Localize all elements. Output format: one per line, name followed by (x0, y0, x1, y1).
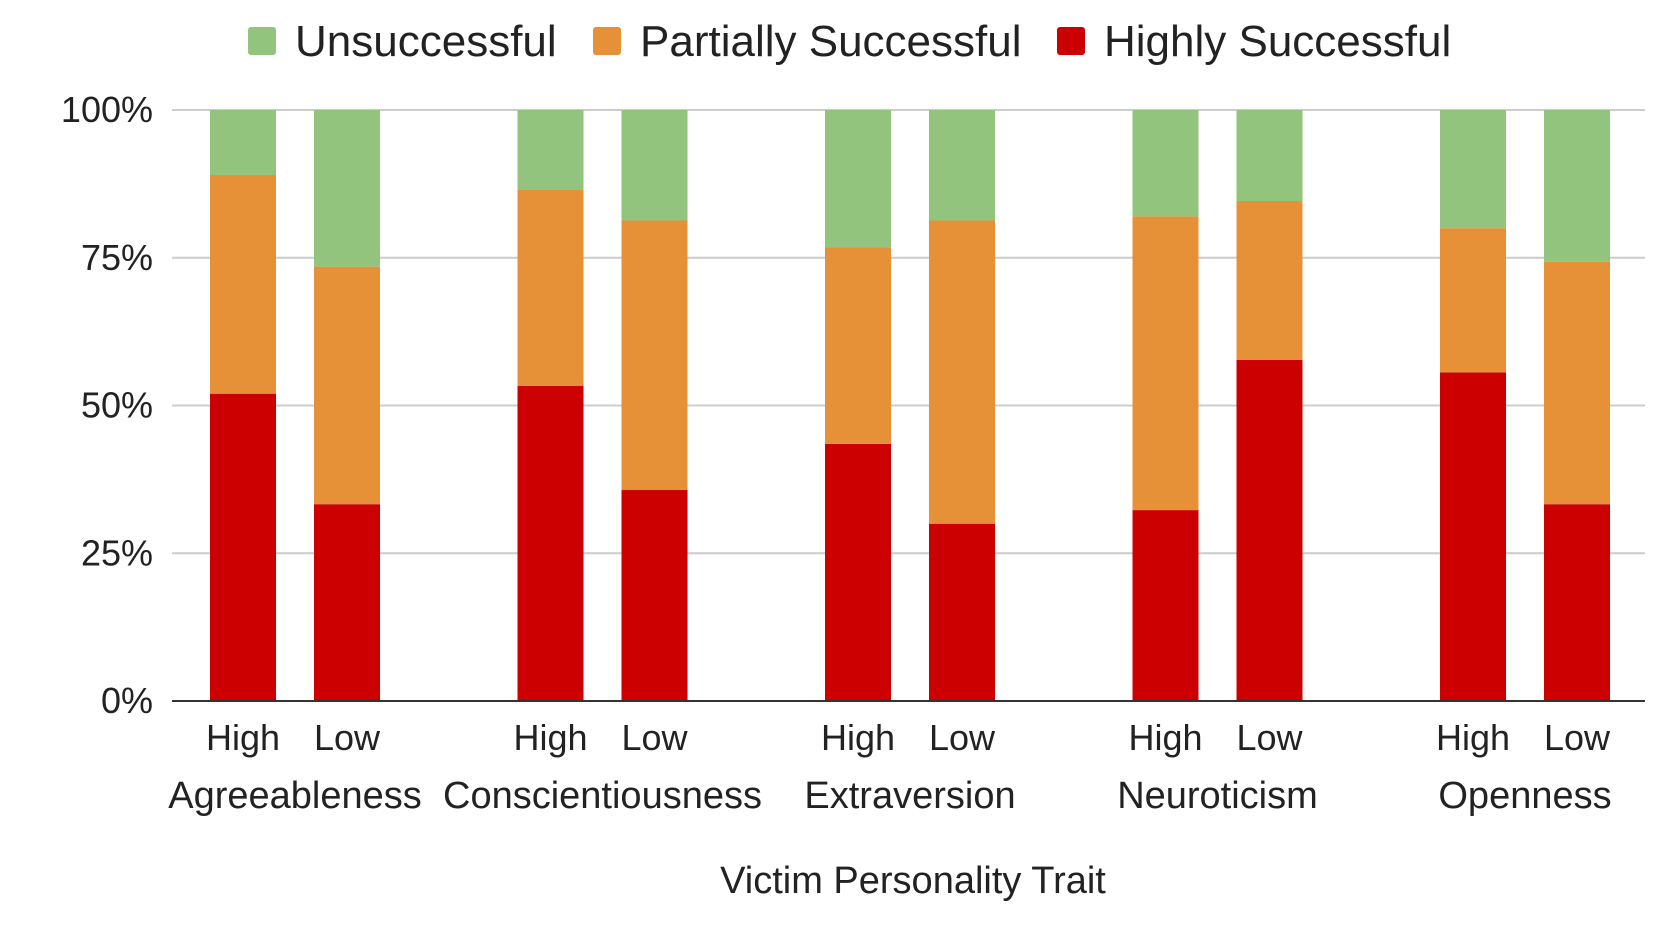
bar-segment-partially-successful (1236, 201, 1303, 360)
y-axis-ticks: 0% 25% 50% 75% 100% (61, 89, 153, 721)
legend-label: Highly Successful (1104, 17, 1451, 66)
x-group-label: Openness (1438, 775, 1611, 817)
bar-segment-unsuccessful (1544, 110, 1610, 262)
x-level-label: Low (314, 717, 381, 758)
bars (210, 110, 1610, 701)
bar-segment-unsuccessful (621, 110, 688, 221)
bar-segment-unsuccessful (1440, 110, 1506, 229)
bar-segment-unsuccessful (314, 110, 380, 267)
bar-segment-highly-successful (621, 490, 688, 701)
legend-item-partially-successful: Partially Successful (593, 17, 1021, 66)
x-level-label: High (1436, 717, 1510, 758)
x-group-label: Conscientiousness (443, 775, 762, 817)
y-tick-label: 75% (81, 237, 153, 278)
legend-swatch (1057, 27, 1085, 55)
x-axis-title: Victim Personality Trait (720, 860, 1106, 902)
legend-swatch (248, 27, 276, 55)
bar-segment-unsuccessful (1236, 110, 1303, 202)
bar-segment-highly-successful (1236, 359, 1303, 701)
bar-segment-unsuccessful (210, 110, 276, 176)
x-level-label: Low (929, 717, 996, 758)
bar-segment-highly-successful (517, 385, 584, 701)
bar-segment-highly-successful (210, 393, 276, 701)
bar-segment-partially-successful (1544, 261, 1610, 505)
legend: Unsuccessful Partially Successful Highly S… (248, 17, 1451, 66)
bar-segment-highly-successful (929, 523, 995, 701)
bar-segment-highly-successful (1440, 372, 1506, 701)
x-level-label: Low (1544, 717, 1611, 758)
bar-segment-partially-successful (517, 189, 584, 386)
legend-swatch (593, 27, 621, 55)
y-tick-label: 100% (61, 89, 153, 130)
x-level-label: High (1128, 717, 1202, 758)
x-level-label: High (206, 717, 280, 758)
x-group-label: Neuroticism (1117, 775, 1318, 817)
legend-item-highly-successful: Highly Successful (1057, 17, 1451, 66)
y-tick-label: 50% (81, 385, 153, 426)
bar-segment-highly-successful (314, 504, 380, 701)
bar-segment-unsuccessful (517, 110, 584, 190)
legend-item-unsuccessful: Unsuccessful (248, 17, 557, 66)
bar-segment-unsuccessful (825, 110, 891, 248)
bar-segment-partially-successful (929, 220, 995, 524)
bar-segment-unsuccessful (1132, 110, 1199, 217)
bar-segment-partially-successful (210, 175, 276, 394)
bar-segment-unsuccessful (929, 110, 995, 221)
x-group-label: Extraversion (804, 775, 1015, 817)
x-level-label: Low (1236, 717, 1303, 758)
bar-segment-partially-successful (1132, 216, 1199, 511)
bar-segment-highly-successful (825, 443, 891, 701)
legend-label: Unsuccessful (295, 17, 557, 66)
x-axis-group-labels: Agreeableness Conscientiousness Extraversi… (168, 775, 1611, 817)
legend-label: Partially Successful (640, 17, 1021, 66)
bar-segment-partially-successful (621, 220, 688, 491)
y-tick-label: 25% (81, 532, 153, 573)
x-axis-level-labels: High Low High Low High Low High Low High Low (206, 717, 1611, 758)
x-level-label: High (821, 717, 895, 758)
x-level-label: High (513, 717, 587, 758)
bar-segment-highly-successful (1132, 510, 1199, 701)
bar-segment-highly-successful (1544, 504, 1610, 701)
y-tick-label: 0% (101, 680, 153, 721)
gridlines (172, 109, 1645, 555)
bar-segment-partially-successful (1440, 228, 1506, 373)
x-group-label: Agreeableness (168, 775, 422, 817)
x-level-label: Low (621, 717, 688, 758)
bar-segment-partially-successful (314, 266, 380, 505)
bar-segment-partially-successful (825, 247, 891, 444)
